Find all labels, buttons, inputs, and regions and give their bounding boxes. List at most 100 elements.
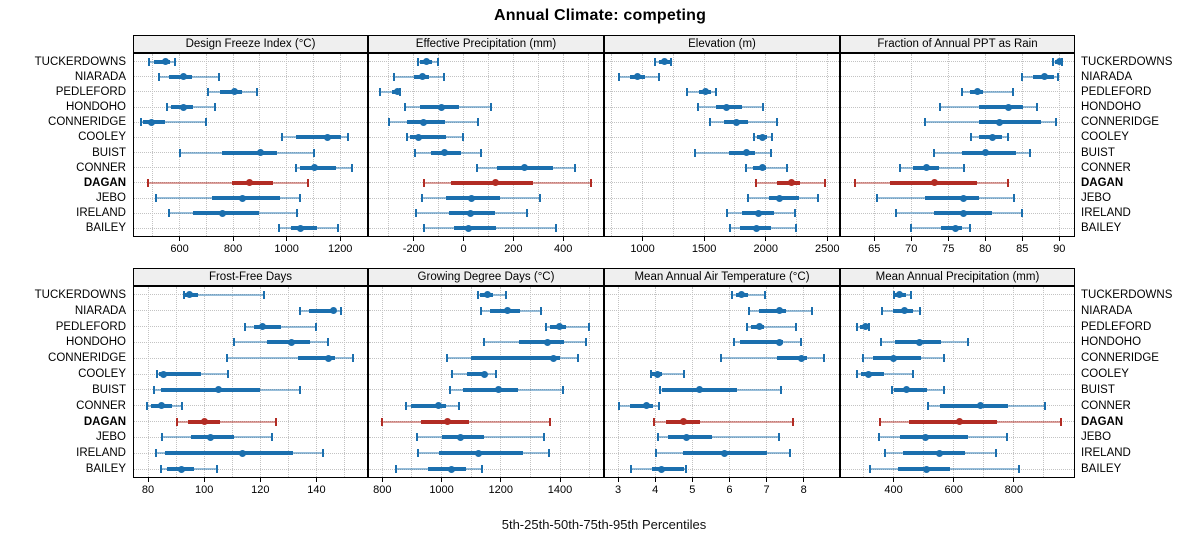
- whisker-cap: [876, 194, 879, 203]
- whisker-cap: [755, 178, 758, 187]
- whisker-cap: [479, 148, 482, 157]
- gridline-horizontal: [134, 61, 367, 63]
- interquartile-bar: [860, 372, 884, 377]
- site-label-left: TUCKERDOWNS: [34, 288, 126, 301]
- interquartile-bar: [728, 150, 756, 155]
- whisker-range: [654, 420, 793, 423]
- whisker-cap: [893, 290, 896, 299]
- whisker-cap: [684, 465, 687, 474]
- whisker-cap: [909, 290, 912, 299]
- gridline-vertical: [232, 54, 234, 236]
- gridline-horizontal: [605, 294, 839, 296]
- median-dot: [180, 73, 188, 81]
- gridline-vertical: [766, 287, 768, 477]
- gridline-vertical: [1013, 287, 1015, 477]
- whisker-cap: [709, 118, 712, 127]
- gridline-horizontal: [605, 197, 839, 199]
- axis-tick: [654, 478, 656, 482]
- median-dot: [422, 58, 430, 66]
- whisker-cap: [788, 449, 791, 458]
- whisker-cap: [450, 370, 453, 379]
- gridline-horizontal: [605, 121, 839, 123]
- whisker-cap: [856, 322, 859, 331]
- whisker-cap: [481, 465, 484, 474]
- median-dot: [865, 370, 873, 378]
- median-dot: [890, 354, 898, 362]
- interquartile-bar: [212, 196, 281, 201]
- whisker-cap: [538, 194, 541, 203]
- whisker-cap: [1013, 194, 1016, 203]
- whisker-cap: [795, 322, 798, 331]
- median-dot: [654, 370, 662, 378]
- median-dot: [895, 291, 903, 299]
- gridline-horizontal: [369, 341, 603, 343]
- whisker-cap: [277, 224, 280, 233]
- gridline-horizontal: [605, 421, 839, 423]
- whisker-cap: [274, 417, 277, 426]
- axis-tick-label: 0: [460, 243, 467, 255]
- gridline-horizontal: [605, 405, 839, 407]
- gridline-vertical: [947, 54, 949, 236]
- whisker-cap: [879, 338, 882, 347]
- median-dot: [415, 133, 423, 141]
- gridline-horizontal: [605, 436, 839, 438]
- gridline-vertical: [559, 287, 561, 477]
- axis-tick: [947, 237, 949, 241]
- gridline-vertical: [654, 287, 656, 477]
- gridline-vertical: [315, 287, 317, 477]
- axis-tick-label: 400: [884, 484, 903, 496]
- whisker-cap: [299, 194, 302, 203]
- median-dot: [1004, 103, 1012, 111]
- axis-tick: [1058, 237, 1060, 241]
- whisker-cap: [156, 370, 159, 379]
- median-dot: [759, 133, 767, 141]
- gridline-horizontal: [134, 421, 367, 423]
- gridline-horizontal: [134, 76, 367, 78]
- interquartile-bar: [158, 372, 201, 377]
- gridline-horizontal: [841, 121, 1074, 123]
- axis-tick-label: 120: [251, 484, 270, 496]
- median-dot: [915, 338, 923, 346]
- whisker-cap: [968, 224, 971, 233]
- panel-strip: Elevation (m): [604, 35, 840, 53]
- axis-tick: [765, 237, 767, 241]
- axis-tick-label: 3: [614, 484, 622, 496]
- gridline-horizontal: [841, 106, 1074, 108]
- median-dot: [447, 465, 455, 473]
- whisker-cap: [714, 87, 717, 96]
- interquartile-bar: [652, 467, 685, 472]
- median-dot: [246, 179, 254, 187]
- whisker-cap: [413, 148, 416, 157]
- site-label-right: JEBO: [1081, 192, 1112, 205]
- whisker-cap: [883, 449, 886, 458]
- whisker-cap: [351, 163, 354, 172]
- whisker-cap: [890, 385, 893, 394]
- axis-tick: [179, 237, 181, 241]
- median-dot: [503, 307, 511, 315]
- gridline-horizontal: [605, 182, 839, 184]
- gridline-horizontal: [841, 294, 1074, 296]
- axis-tick-label: 800: [373, 484, 392, 496]
- median-dot: [218, 209, 226, 217]
- axis-tick-label: 1000: [630, 243, 655, 255]
- panel-body: [840, 53, 1075, 237]
- gridline-horizontal: [841, 326, 1074, 328]
- median-dot: [787, 179, 795, 187]
- interquartile-bar: [978, 120, 1042, 125]
- whisker-cap: [719, 354, 722, 363]
- whisker-cap: [183, 290, 186, 299]
- whisker-cap: [574, 163, 577, 172]
- median-dot: [679, 418, 687, 426]
- whisker-cap: [145, 401, 148, 410]
- whisker-cap: [816, 194, 819, 203]
- whisker-range: [176, 420, 276, 423]
- median-dot: [743, 149, 751, 157]
- whisker-cap: [295, 209, 298, 218]
- site-label-left: CONNERIDGE: [48, 116, 126, 129]
- gridline-horizontal: [605, 357, 839, 359]
- whisker-cap: [791, 417, 794, 426]
- median-dot: [956, 418, 964, 426]
- median-dot: [752, 224, 760, 232]
- whisker-cap: [780, 385, 783, 394]
- median-dot: [492, 179, 500, 187]
